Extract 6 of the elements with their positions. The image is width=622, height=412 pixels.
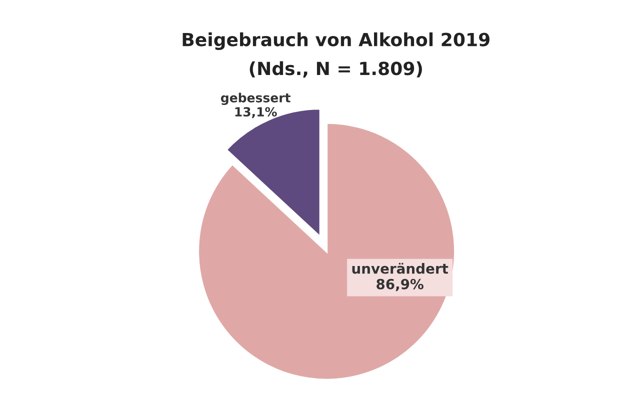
data-label: 13,1% [235,107,277,118]
data-label: 86,9% [376,278,424,292]
chart-title: Beigebrauch von Alkohol 2019 [182,32,490,50]
slice-label: unverändert [352,262,448,274]
slice-label: gebessert [220,92,290,105]
chart-subtitle: (Nds., N = 1.809) [250,61,422,78]
